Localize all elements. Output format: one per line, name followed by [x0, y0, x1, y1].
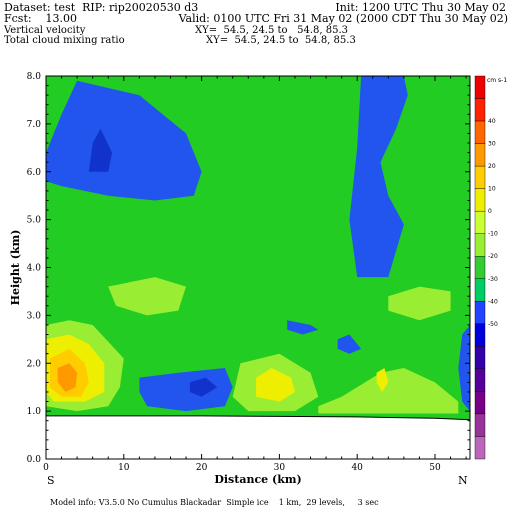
- colorbar-swatch: [474, 346, 486, 370]
- terrain-fill: [46, 415, 470, 459]
- colorbar-swatch: [474, 210, 486, 234]
- colorbar-swatch: [474, 233, 486, 257]
- region-downdraft-low-center: [139, 368, 233, 412]
- init-label: Init: 1200 UTC Thu 30 May 02: [335, 1, 506, 14]
- x-tick-label: 20: [196, 463, 208, 473]
- region-downdraft-right-edge: [458, 325, 470, 412]
- region-downdraft-core-low-center: [189, 377, 218, 397]
- y-tick-label: 4.0: [27, 264, 42, 274]
- colorbar-label: 0: [488, 208, 492, 215]
- x-tick-label: 10: [118, 463, 130, 473]
- x-tick-label: 40: [351, 463, 363, 473]
- colorbar-swatch: [474, 120, 486, 144]
- colorbar-label: 30: [488, 141, 496, 148]
- colorbar-swatch: [474, 368, 486, 392]
- y-tick-label: 8.0: [27, 72, 42, 82]
- colorbar-swatch: [474, 391, 486, 415]
- colorbar-swatch: [474, 98, 486, 122]
- region-updraft-weak-right: [388, 286, 451, 321]
- region-updraft-weak-left: [108, 277, 186, 316]
- y-tick-label: 3.0: [27, 311, 42, 321]
- colorbar-label: -50: [488, 321, 498, 328]
- colorbar-swatch: [474, 323, 486, 347]
- fcst-label: Fcst: 13.00: [4, 12, 78, 25]
- xy1-label: XY= 54.5, 24.5 to 54.8, 85.3: [195, 25, 348, 36]
- colorbar-swatch: [474, 188, 486, 212]
- x-tick-label: 0: [43, 463, 49, 473]
- y-tick-label: 1.0: [27, 407, 42, 417]
- colorbar-label: -40: [488, 298, 498, 305]
- xy2-label: XY= 54.5, 24.5 to 54.8, 85.3: [206, 35, 356, 46]
- colorbar-units: cm s-1: [487, 77, 507, 84]
- region-updraft-low-center-inner: [256, 368, 295, 402]
- x-end-label-south: S: [47, 474, 55, 487]
- colorbar-label: -20: [488, 253, 498, 260]
- colorbar-swatch: [474, 256, 486, 279]
- colorbar-swatch: [474, 436, 486, 460]
- region-updraft-small-right: [376, 368, 389, 392]
- model-info-footer: Model info: V3.5.0 No Cumulus Blackadar …: [50, 498, 379, 507]
- y-tick-label: 0.0: [27, 455, 42, 465]
- field1-label: Vertical velocity: [4, 25, 86, 36]
- x-tick-label: 50: [429, 463, 441, 473]
- y-tick-label: 6.0: [27, 168, 42, 178]
- colorbar-swatch: [474, 413, 486, 437]
- region-downdraft-small-2: [337, 334, 362, 354]
- region-updraft-low-right: [318, 368, 459, 414]
- colorbar-label: 10: [488, 186, 496, 193]
- colorbar-label: 40: [488, 118, 496, 125]
- valid-label: Valid: 0100 UTC Fri 31 May 02 (2000 CDT …: [178, 12, 508, 25]
- x-axis-label: Distance (km): [214, 473, 301, 486]
- colorbar-swatch: [474, 301, 486, 325]
- region-downdraft-upper-right: [349, 76, 408, 278]
- x-tick-label: 30: [274, 463, 286, 473]
- y-axis-label: Height (km): [9, 230, 22, 306]
- region-downdraft-upper-left: [46, 80, 202, 201]
- region-downdraft-small-1: [287, 320, 319, 335]
- region-updraft-low-left-core: [57, 363, 78, 392]
- y-tick-label: 2.0: [27, 359, 42, 369]
- terrain-line: [46, 415, 471, 421]
- dataset-label: Dataset: test RIP: rip20020530 d3: [4, 1, 199, 14]
- colorbar-swatch: [474, 165, 486, 189]
- region-downdraft-core-upper-left: [88, 128, 113, 172]
- colorbar-swatch: [474, 75, 486, 99]
- y-tick-label: 5.0: [27, 216, 42, 226]
- colorbar-label: 20: [488, 163, 496, 170]
- y-tick-label: 7.0: [27, 120, 42, 130]
- colorbar-label: -10: [488, 231, 498, 238]
- colorbar-swatch: [474, 143, 486, 167]
- x-end-label-north: N: [458, 474, 468, 487]
- colorbar-label: -30: [488, 276, 498, 283]
- colorbar-swatch: [474, 278, 486, 302]
- field2-label: Total cloud mixing ratio: [4, 35, 125, 46]
